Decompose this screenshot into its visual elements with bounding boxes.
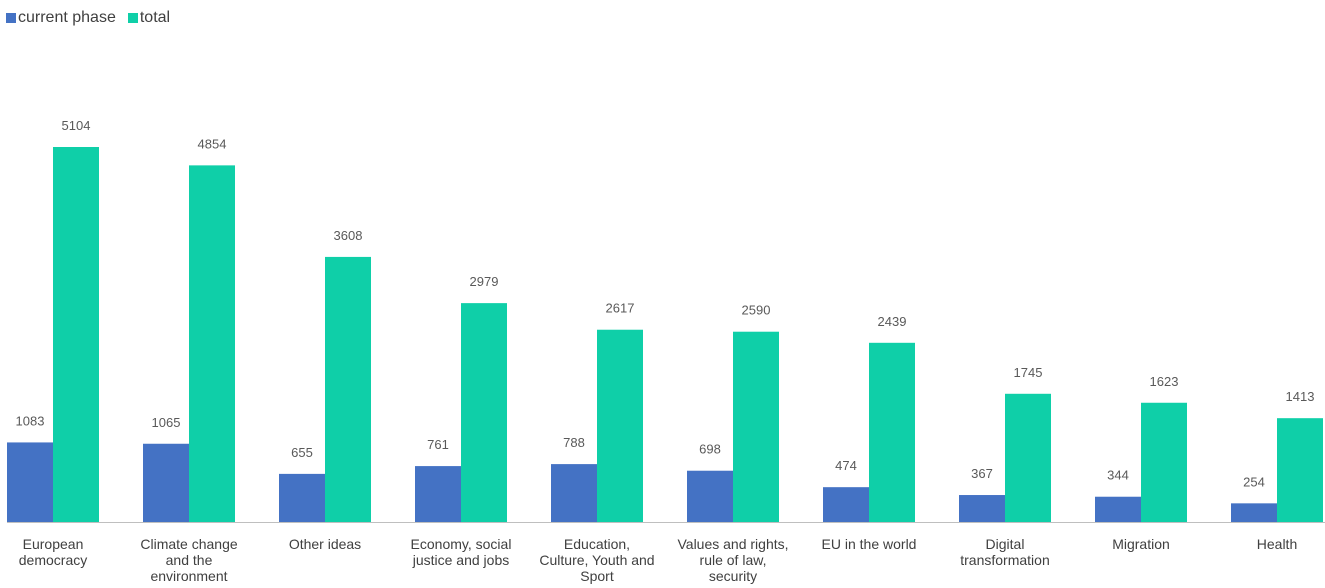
chart-legend: current phase total: [6, 9, 182, 27]
data-label-total-0: 5104: [62, 118, 91, 133]
category-label-6: EU in the world: [822, 536, 917, 552]
legend-item-current-phase: current phase: [6, 9, 116, 27]
category-label-line: rule of law,: [700, 552, 767, 568]
category-label-8: Migration: [1112, 536, 1170, 552]
data-label-current-phase-4: 788: [563, 435, 585, 450]
category-label-0: European democracy: [19, 536, 87, 568]
legend-swatch-total: [127, 13, 138, 23]
bar-total-6: [869, 342, 915, 522]
category-label-line: Other ideas: [289, 536, 361, 552]
category-label-line: European: [23, 536, 84, 552]
bar-total-4: [597, 329, 643, 522]
category-label-line: and the: [166, 552, 213, 568]
data-label-total-6: 2439: [878, 314, 907, 329]
bar-total-2: [325, 256, 371, 522]
bar-current-phase-8: [1095, 496, 1141, 522]
legend-item-total: total: [127, 9, 171, 27]
category-label-line: Values and rights,: [677, 536, 788, 552]
bar-total-9: [1277, 418, 1323, 522]
bar-current-phase-3: [415, 466, 461, 522]
bar-total-3: [461, 303, 507, 522]
legend-swatch-current-phase: [6, 13, 16, 23]
data-label-current-phase-6: 474: [835, 458, 857, 473]
category-label-line: Health: [1257, 536, 1297, 552]
data-label-total-5: 2590: [742, 303, 771, 318]
bar-total-8: [1141, 402, 1187, 522]
bar-current-phase-1: [143, 443, 189, 522]
category-label-line: Sport: [580, 568, 614, 584]
bar-current-phase-6: [823, 487, 869, 522]
category-label-3: Economy, social justice and jobs: [411, 536, 512, 568]
category-label-line: Education,: [564, 536, 630, 552]
category-label-line: Economy, social: [411, 536, 512, 552]
category-label-line: EU in the world: [822, 536, 917, 552]
bar-total-7: [1005, 393, 1051, 522]
category-label-1: Climate change and the environment: [140, 536, 237, 584]
category-label-line: security: [709, 568, 757, 584]
category-label-line: justice and jobs: [412, 552, 510, 568]
data-label-total-2: 3608: [334, 228, 363, 243]
data-label-current-phase-9: 254: [1243, 474, 1265, 489]
category-label-2: Other ideas: [289, 536, 361, 552]
data-label-total-9: 1413: [1286, 389, 1315, 404]
data-label-current-phase-2: 655: [291, 445, 313, 460]
bar-current-phase-5: [687, 470, 733, 522]
data-label-current-phase-3: 761: [427, 437, 449, 452]
data-label-total-8: 1623: [1150, 374, 1179, 389]
category-label-7: Digital transformation: [960, 536, 1049, 568]
data-label-current-phase-7: 367: [971, 466, 993, 481]
category-label-line: Digital: [986, 536, 1025, 552]
data-label-total-3: 2979: [470, 274, 499, 289]
data-label-total-7: 1745: [1014, 365, 1043, 380]
category-label-line: Migration: [1112, 536, 1170, 552]
bar-total-5: [733, 331, 779, 522]
data-label-current-phase-8: 344: [1107, 468, 1129, 483]
data-label-total-4: 2617: [606, 301, 635, 316]
bar-current-phase-2: [279, 473, 325, 522]
bar-total-0: [53, 147, 99, 522]
category-label-line: Culture, Youth and: [539, 552, 654, 568]
data-label-total-1: 4854: [198, 136, 227, 151]
legend-label-current-phase: current phase: [18, 9, 116, 26]
category-label-line: democracy: [19, 552, 87, 568]
category-label-9: Health: [1257, 536, 1297, 552]
bar-current-phase-4: [551, 464, 597, 522]
bar-total-1: [189, 165, 235, 522]
data-label-current-phase-1: 1065: [152, 415, 181, 430]
category-label-line: Climate change: [140, 536, 237, 552]
data-label-current-phase-5: 698: [699, 442, 721, 457]
legend-label-total: total: [139, 9, 171, 26]
bar-current-phase-0: [7, 442, 53, 522]
category-label-5: Values and rights, rule of law, security: [677, 536, 788, 584]
category-label-4: Education, Culture, Youth and Sport: [539, 536, 654, 584]
data-label-current-phase-0: 1083: [16, 413, 45, 428]
category-label-line: transformation: [960, 552, 1049, 568]
category-label-line: environment: [150, 568, 227, 584]
bar-current-phase-7: [959, 495, 1005, 522]
bar-current-phase-9: [1231, 503, 1277, 522]
